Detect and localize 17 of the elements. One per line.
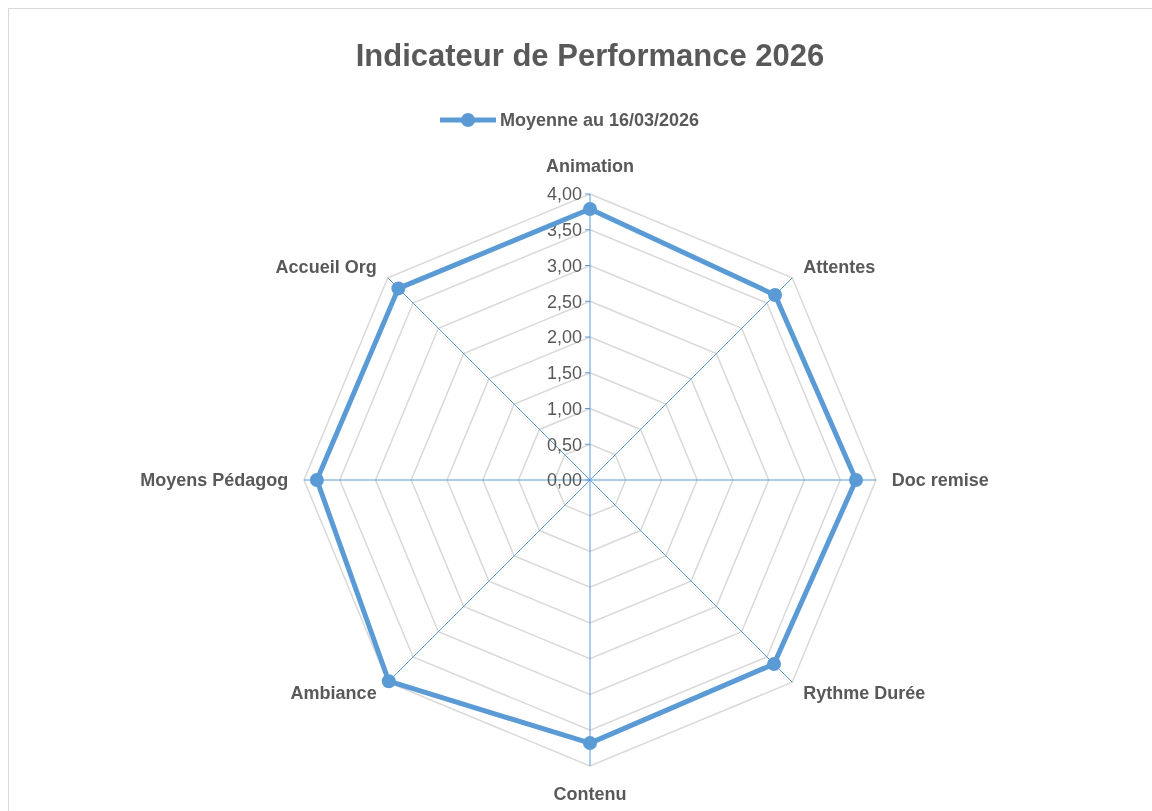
- legend-label: Moyenne au 16/03/2026: [500, 110, 700, 131]
- spoke-label: Contenu: [553, 783, 627, 804]
- spoke-label: Attentes: [803, 256, 876, 277]
- spoke-label: Doc remise: [891, 470, 989, 490]
- y-tick-label: 1,50: [546, 363, 582, 384]
- spoke-label: Accueil Org: [275, 256, 377, 277]
- spoke-label: Ambiance: [290, 683, 377, 704]
- y-tick-label: 2,50: [546, 291, 582, 312]
- y-tick-label: 4,00: [546, 184, 582, 205]
- y-tick-label: 0,00: [546, 470, 582, 491]
- y-tick-label: 3,00: [546, 255, 582, 276]
- y-tick-label: 2,00: [546, 327, 582, 348]
- spoke-label: Animation: [546, 156, 634, 177]
- spoke-label: Rythme Durée: [803, 683, 926, 704]
- chart-title: Indicateur de Performance 2026: [355, 38, 825, 73]
- y-tick-label: 1,00: [546, 398, 582, 419]
- spoke-label: Moyens Pédagog: [140, 470, 289, 490]
